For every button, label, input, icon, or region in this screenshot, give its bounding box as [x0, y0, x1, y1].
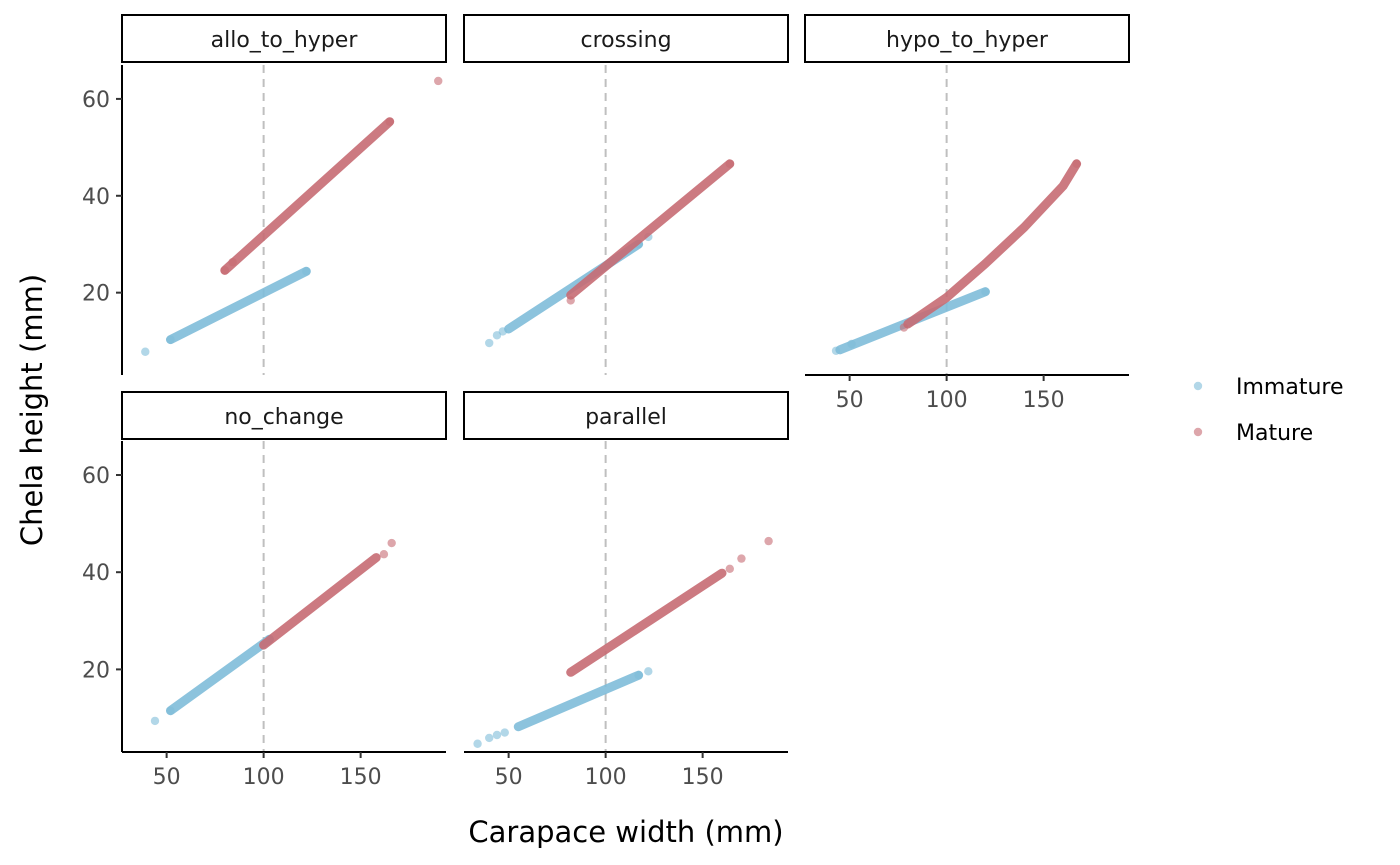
strip-label-hypo_to_hyper: hypo_to_hyper [886, 28, 1049, 53]
series-band [166, 266, 311, 345]
data-point [737, 554, 746, 563]
series-mature-parallel [566, 536, 773, 677]
data-point [379, 550, 389, 559]
data-point [387, 538, 396, 548]
x-tick-label: 50 [495, 765, 523, 790]
axes-layer: 20 40 60 50 100 150 20 40 60 50 100 150 50 100 150 [82, 65, 1129, 790]
x-tick-label: 150 [340, 765, 382, 790]
data-point [385, 117, 394, 126]
strip-label-no_change: no_change [224, 405, 343, 430]
x-tick-label: 100 [926, 388, 968, 413]
data-point [485, 733, 494, 743]
strip-label-allo_to_hyper: allo_to_hyper [211, 28, 359, 53]
series-mature-no_change [259, 538, 396, 650]
data-point [500, 728, 509, 737]
data-point [166, 706, 175, 715]
data-point [634, 671, 643, 680]
panel-crossing: crossing [463, 14, 789, 375]
panel-no_change: no_change [121, 391, 447, 752]
data-point [166, 335, 175, 344]
series-band [566, 568, 727, 677]
legend-key-immature [1193, 381, 1203, 391]
legend-key-mature [1193, 427, 1203, 437]
panel-parallel: parallel [463, 391, 789, 752]
data-point [566, 296, 575, 305]
series-mature-allo_to_hyper [220, 76, 443, 275]
x-tick-label: 100 [243, 765, 285, 790]
data-point [150, 716, 160, 726]
data-point [485, 338, 494, 348]
data-point [302, 267, 311, 276]
series-band [903, 159, 1082, 329]
series-mature-hypo_to_hyper [899, 159, 1082, 332]
series-immature-allo_to_hyper [141, 266, 311, 356]
series-band [220, 117, 395, 275]
data-point [141, 347, 150, 356]
y-tick-label: 60 [82, 88, 110, 113]
y-tick-label: 40 [82, 561, 110, 586]
x-tick-label: 50 [153, 765, 181, 790]
strip-box-hypo_to_hyper [804, 14, 1130, 63]
y-tick-label: 20 [82, 658, 110, 683]
data-point [220, 266, 230, 275]
legend: Immature Mature [1193, 375, 1344, 446]
y-tick-label: 60 [82, 464, 110, 489]
data-point [498, 327, 508, 336]
series-mature-crossing [566, 159, 735, 305]
data-point [764, 536, 773, 546]
series-band [259, 553, 381, 650]
x-tick-label: 100 [585, 765, 627, 790]
panels-layer: allo_to_hyper crossing hypo_to_hyper no_cha… [121, 14, 1130, 752]
panel-hypo_to_hyper: hypo_to_hyper [804, 14, 1130, 375]
data-point [899, 323, 909, 332]
data-point [725, 159, 734, 169]
series-band [166, 634, 274, 716]
data-point [725, 564, 734, 574]
series-band [513, 670, 644, 732]
strip-box-crossing [463, 14, 789, 63]
series-immature-parallel [473, 667, 653, 748]
x-axis-title: Carapace width (mm) [468, 815, 783, 849]
legend-label-mature: Mature [1236, 421, 1313, 446]
strip-box-allo_to_hyper [121, 14, 447, 63]
strip-label-crossing: crossing [580, 28, 671, 53]
strip-box-parallel [463, 391, 789, 440]
data-point [492, 730, 502, 740]
data-point [644, 667, 653, 676]
legend-label-immature: Immature [1236, 375, 1344, 400]
y-tick-label: 40 [82, 185, 110, 210]
y-axis-title: Chela height (mm) [15, 274, 49, 546]
strip-label-parallel: parallel [585, 405, 667, 430]
data-point [434, 76, 443, 86]
series-band [566, 159, 735, 300]
x-tick-label: 50 [836, 388, 864, 413]
data-point [228, 257, 237, 267]
x-tick-label: 150 [1023, 388, 1065, 413]
strip-box-no_change [121, 391, 447, 440]
data-point [1072, 159, 1081, 169]
x-tick-label: 150 [682, 765, 724, 790]
y-tick-label: 20 [82, 282, 110, 307]
data-point [473, 739, 482, 748]
data-point [981, 287, 990, 296]
panel-allo_to_hyper: allo_to_hyper [121, 14, 447, 375]
series-immature-no_change [150, 634, 274, 726]
data-point [847, 339, 856, 349]
data-point [831, 346, 841, 355]
